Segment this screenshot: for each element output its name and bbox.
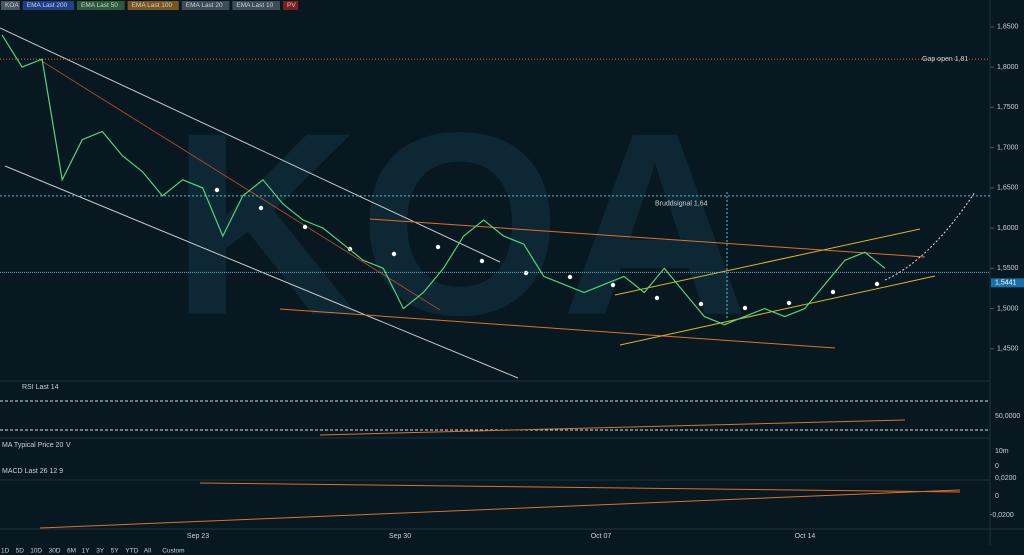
trendline	[0, 27, 501, 263]
trendline	[39, 489, 961, 529]
last-price-label: 1,5441	[995, 280, 1017, 287]
pane-label: MA Typical Price 20	[2, 442, 63, 449]
x-tick-label: Oct 14	[795, 533, 816, 540]
ema-dot	[610, 282, 616, 288]
pane-label: RSI Last 14	[22, 384, 59, 391]
axis-label: 10m	[995, 448, 1009, 455]
legend-label: KOA	[5, 2, 19, 9]
legend-chip[interactable]	[22, 1, 74, 10]
annotation: Gap open 1,81	[922, 56, 968, 63]
range-button[interactable]: Custom	[162, 548, 184, 555]
y-tick-label: 1,7500	[997, 104, 1019, 111]
y-tick-label: 1,8500	[997, 24, 1019, 31]
legend-chip[interactable]	[1, 1, 20, 10]
pane-label: MACD Last 26 12 9	[2, 468, 63, 475]
range-button[interactable]: YTD	[125, 548, 138, 555]
axis-label: -0,0200	[990, 512, 1014, 519]
ema-dot	[214, 187, 220, 193]
legend-chip[interactable]	[181, 1, 230, 10]
ema-dot	[874, 281, 880, 287]
legend-label: EMA Last 50	[81, 2, 118, 9]
x-tick-label: Sep 30	[389, 533, 411, 540]
ema-dot	[391, 251, 397, 257]
legend-label: EMA Last 100	[132, 2, 173, 9]
ema-dot	[302, 224, 308, 230]
axis-label: 50,0000	[995, 413, 1020, 420]
ema-dot	[742, 305, 748, 311]
ema-dot	[567, 274, 573, 280]
price-line	[1, 34, 886, 326]
ema-dot	[698, 301, 704, 307]
ema-dot	[830, 289, 836, 295]
legend-chip[interactable]	[127, 1, 179, 10]
ema-dot	[435, 244, 441, 250]
ema-dot	[479, 258, 485, 264]
trendline	[619, 275, 936, 346]
ema-dot	[258, 205, 264, 211]
legend-label: EMA Last 20	[186, 2, 223, 9]
trendline	[279, 308, 836, 349]
axis-label: 0,0200	[995, 475, 1017, 482]
trendline	[614, 228, 921, 296]
axis-label: 0	[995, 493, 999, 500]
ema-dot	[523, 270, 529, 276]
y-tick-label: 1,8000	[997, 64, 1019, 71]
projection-arrow	[884, 191, 976, 281]
range-button[interactable]: 5D	[16, 548, 25, 555]
trendline	[199, 482, 961, 493]
trendline	[319, 419, 906, 436]
y-tick-label: 1,6000	[997, 225, 1019, 232]
legend-label: EMA Last 200	[27, 2, 68, 9]
annotation: Bruddsignal 1,64	[655, 201, 708, 208]
trendline	[4, 165, 519, 379]
range-button[interactable]: 1Y	[82, 548, 91, 555]
range-button[interactable]: 5Y	[111, 548, 120, 555]
legend-label: EMA Last 10	[236, 2, 273, 9]
range-button[interactable]: 30D	[49, 548, 61, 555]
legend-chip[interactable]	[283, 1, 299, 10]
legend-chip[interactable]	[232, 1, 280, 10]
y-tick-label: 1,6500	[997, 185, 1019, 192]
x-tick-label: Sep 23	[187, 533, 209, 540]
range-button[interactable]: 10D	[30, 548, 42, 555]
pane-chip: V	[66, 442, 71, 449]
legend-label: PV	[287, 2, 296, 9]
ema-dot	[654, 295, 660, 301]
trendline	[369, 218, 926, 258]
range-button[interactable]: 6M	[67, 548, 76, 555]
last-price-badge	[991, 278, 1024, 288]
y-tick-label: 1,5000	[997, 305, 1019, 312]
y-tick-label: 1,4500	[997, 346, 1019, 353]
legend-chip[interactable]	[77, 1, 125, 10]
range-button[interactable]: 1D	[1, 548, 10, 555]
axis-label: 0	[995, 463, 999, 470]
y-tick-label: 1,7000	[997, 144, 1019, 151]
range-button[interactable]: 3Y	[96, 548, 105, 555]
trendline	[39, 59, 441, 311]
ema-dot	[786, 300, 792, 306]
x-tick-label: Oct 07	[591, 533, 612, 540]
y-tick-label: 1,5500	[997, 265, 1019, 272]
range-button[interactable]: All	[144, 548, 152, 555]
